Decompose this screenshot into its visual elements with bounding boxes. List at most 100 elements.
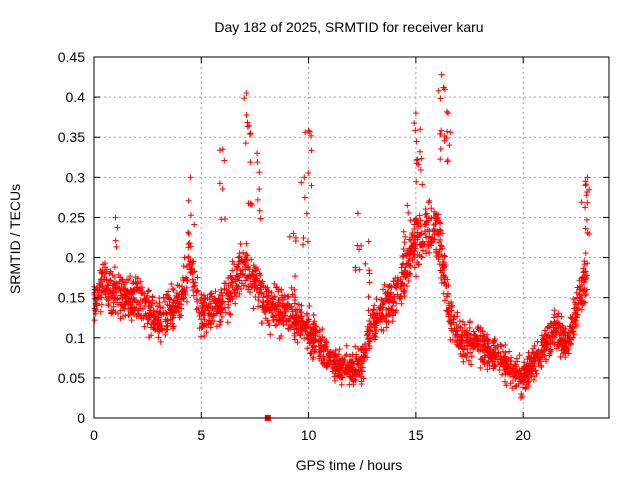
data-point — [172, 303, 179, 310]
data-point — [412, 127, 419, 134]
data-point — [255, 303, 262, 310]
data-point — [583, 192, 590, 199]
data-point — [583, 286, 590, 293]
data-point — [269, 294, 276, 301]
data-point — [198, 291, 205, 298]
data-point — [448, 312, 455, 319]
data-point — [308, 329, 315, 336]
data-point — [202, 307, 209, 314]
data-point — [145, 303, 152, 310]
data-point — [423, 234, 430, 241]
data-point — [541, 327, 548, 334]
data-point — [456, 318, 463, 325]
data-point — [157, 338, 164, 345]
data-point — [116, 280, 123, 287]
data-point — [465, 357, 472, 364]
data-point — [396, 295, 403, 302]
data-point — [399, 252, 406, 259]
data-point — [127, 304, 134, 311]
data-point — [393, 300, 400, 307]
data-point — [583, 181, 590, 188]
data-point — [225, 282, 232, 289]
data-point — [562, 354, 569, 361]
data-point — [342, 367, 349, 374]
data-point — [279, 294, 286, 301]
data-point — [130, 311, 137, 318]
data-point — [446, 304, 453, 311]
data-point — [352, 368, 359, 375]
data-point — [184, 277, 191, 284]
data-point — [413, 273, 420, 280]
data-point — [525, 379, 532, 386]
data-point — [319, 326, 326, 333]
data-point — [552, 332, 559, 339]
data-point — [303, 210, 310, 217]
data-point — [105, 300, 112, 307]
data-point — [190, 287, 197, 294]
data-point — [300, 320, 307, 327]
data-point — [489, 357, 496, 364]
data-point — [271, 304, 278, 311]
data-point — [141, 323, 148, 330]
data-point — [417, 217, 424, 224]
data-point — [523, 369, 530, 376]
data-point — [219, 299, 226, 306]
data-point — [169, 323, 176, 330]
data-point — [441, 276, 448, 283]
data-point — [428, 235, 435, 242]
data-point — [436, 246, 443, 253]
data-point — [425, 243, 432, 250]
data-point — [365, 340, 372, 347]
data-point — [516, 352, 523, 359]
data-point — [310, 346, 317, 353]
data-point — [120, 313, 127, 320]
data-point — [492, 344, 499, 351]
data-point — [430, 226, 437, 233]
data-point — [162, 331, 169, 338]
data-point — [308, 147, 315, 154]
data-point — [516, 375, 523, 382]
data-point — [514, 358, 521, 365]
data-point — [365, 238, 372, 245]
data-point — [93, 285, 100, 292]
data-point — [229, 258, 236, 265]
data-point — [204, 294, 211, 301]
data-point — [378, 317, 385, 324]
data-point — [258, 320, 265, 327]
data-point — [114, 295, 121, 302]
data-point — [199, 323, 206, 330]
data-point — [227, 311, 234, 318]
data-point — [445, 110, 452, 117]
data-point — [247, 200, 254, 207]
data-point — [499, 348, 506, 355]
data-point — [300, 323, 307, 330]
data-point — [534, 338, 541, 345]
data-point — [338, 356, 345, 363]
data-point — [418, 254, 425, 261]
data-point — [336, 359, 343, 366]
data-point — [290, 230, 297, 237]
data-point — [265, 320, 272, 327]
data-point — [577, 286, 584, 293]
data-point — [244, 273, 251, 280]
data-point — [325, 359, 332, 366]
data-point — [358, 354, 365, 361]
data-point — [539, 342, 546, 349]
data-point — [328, 349, 335, 356]
data-point — [355, 361, 362, 368]
data-point — [556, 320, 563, 327]
data-point — [540, 335, 547, 342]
data-point — [542, 358, 549, 365]
data-point — [442, 261, 449, 268]
data-point — [139, 284, 146, 291]
data-point — [577, 297, 584, 304]
data-point — [155, 310, 162, 317]
data-point — [432, 227, 439, 234]
data-point — [491, 335, 498, 342]
data-point — [390, 278, 397, 285]
data-point — [110, 303, 117, 310]
data-point — [510, 378, 517, 385]
y-tick-label: 0.15 — [58, 290, 85, 306]
data-point — [170, 323, 177, 330]
data-point — [186, 240, 193, 247]
